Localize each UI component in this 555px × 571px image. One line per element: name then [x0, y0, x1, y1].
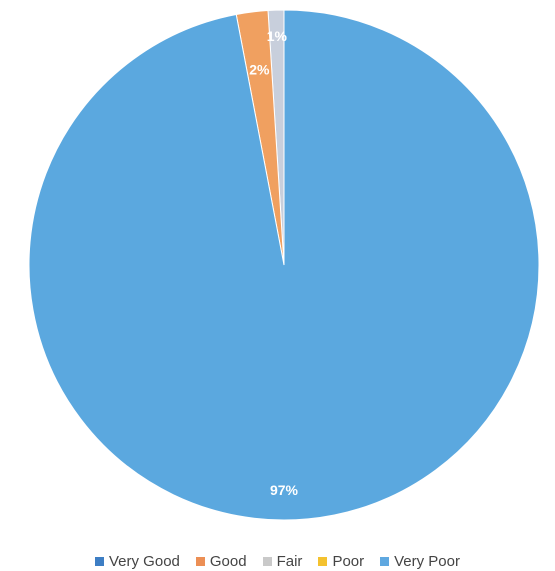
legend-label-very-good: Very Good [109, 552, 180, 570]
legend-item-poor: Poor [318, 553, 364, 570]
legend: Very Good Good Fair Poor Very Poor [0, 551, 555, 571]
legend-label-very-poor: Very Poor [394, 552, 460, 570]
legend-label-fair: Fair [276, 552, 303, 570]
legend-item-fair: Fair [262, 552, 303, 570]
legend-swatch-very-poor [380, 556, 390, 566]
legend-swatch-poor [318, 556, 328, 566]
legend-label-poor: Poor [332, 552, 365, 570]
legend-swatch-good [195, 556, 205, 566]
legend-item-very-good: Very Good [95, 553, 180, 570]
data-label-very-good: 97% [270, 482, 299, 498]
legend-item-very-poor: Very Poor [380, 553, 460, 570]
data-label-good: 2% [249, 62, 270, 78]
pie-data-labels: 1% 2% 97% [249, 28, 298, 498]
pie-slices [28, 9, 540, 521]
legend-swatch-fair [262, 556, 272, 566]
legend-item-good: Good [195, 552, 247, 570]
pie-slice-very-good [28, 9, 540, 521]
data-label-fair: 1% [267, 28, 288, 44]
legend-swatch-very-good [95, 556, 104, 566]
legend-label-good: Good [209, 552, 247, 570]
